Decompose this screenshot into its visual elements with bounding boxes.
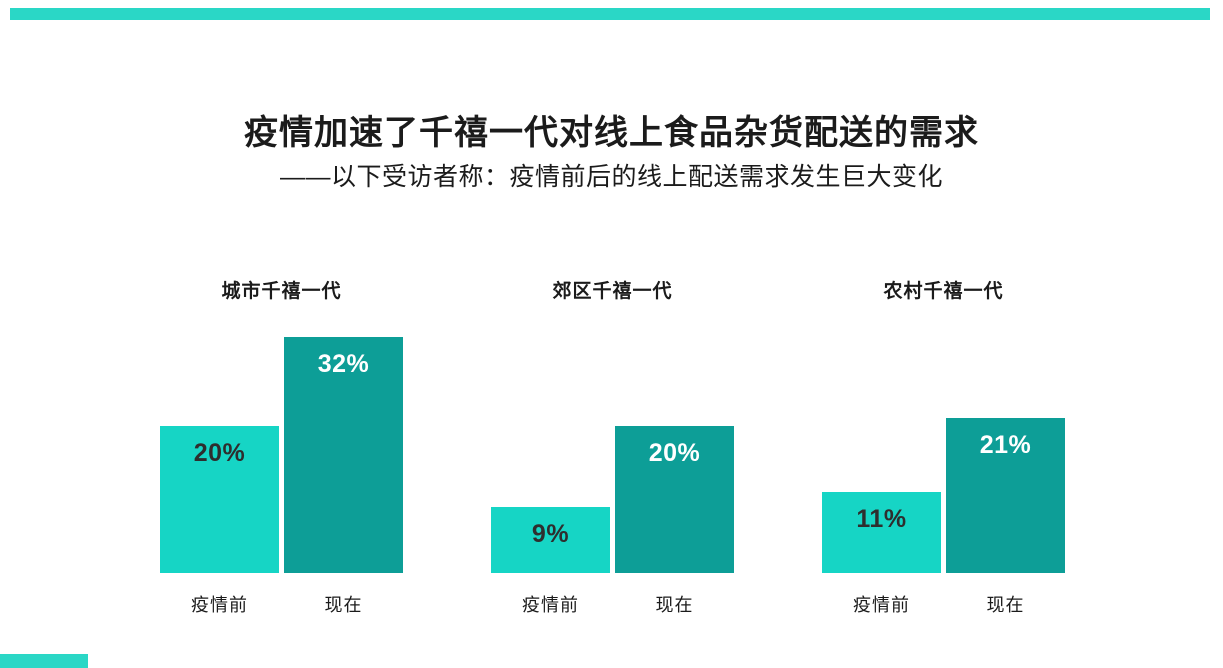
chart-group-rural: 农村千禧一代 11% 21% 疫情前 现在 (822, 276, 1065, 617)
bar-value-label: 11% (856, 505, 907, 533)
bar-value-label: 21% (979, 431, 1032, 459)
chart-group-urban: 城市千禧一代 20% 32% 疫情前 现在 (160, 276, 403, 617)
bottom-accent-strip (0, 654, 88, 668)
bar-value-label: 20% (193, 439, 246, 467)
x-axis-label: 疫情前 (191, 595, 248, 615)
bar-suburban-before-pandemic: 9% (491, 507, 610, 573)
bar-rural-before-pandemic: 11% (822, 492, 941, 573)
x-axis-label: 现在 (655, 595, 694, 615)
x-axis-labels-rural: 疫情前 现在 (822, 591, 1065, 617)
x-axis-label: 疫情前 (853, 595, 910, 615)
group-title-suburban: 郊区千禧一代 (552, 281, 673, 302)
page-subtitle: ——以下受访者称：疫情前后的线上配送需求发生巨大变化 (279, 163, 943, 191)
bar-value-label: 20% (648, 439, 701, 467)
bar-pair-rural: 11% 21% (822, 302, 1065, 573)
bar-urban-before-pandemic: 20% (160, 426, 279, 573)
x-axis-labels-suburban: 疫情前 现在 (491, 591, 734, 617)
top-accent-rule (10, 8, 1210, 20)
bar-pair-suburban: 9% 20% (491, 302, 734, 573)
x-axis-label: 现在 (324, 595, 363, 615)
x-axis-labels-urban: 疫情前 现在 (160, 591, 403, 617)
chart-group-suburban: 郊区千禧一代 9% 20% 疫情前 现在 (491, 276, 734, 617)
bar-rural-now: 21% (946, 418, 1065, 573)
bar-value-label: 32% (317, 350, 370, 378)
bar-pair-urban: 20% 32% (160, 302, 403, 573)
group-title-rural: 农村千禧一代 (883, 281, 1004, 302)
group-title-urban: 城市千禧一代 (221, 281, 342, 302)
x-axis-label: 现在 (986, 595, 1025, 615)
bar-chart: 城市千禧一代 20% 32% 疫情前 现在 郊区千禧一代 9% (160, 276, 1065, 617)
x-axis-label: 疫情前 (522, 595, 579, 615)
page-title: 疫情加速了千禧一代对线上食品杂货配送的需求 (244, 113, 979, 152)
bar-suburban-now: 20% (615, 426, 734, 573)
bar-urban-now: 32% (284, 337, 403, 573)
bar-value-label: 9% (531, 520, 570, 548)
